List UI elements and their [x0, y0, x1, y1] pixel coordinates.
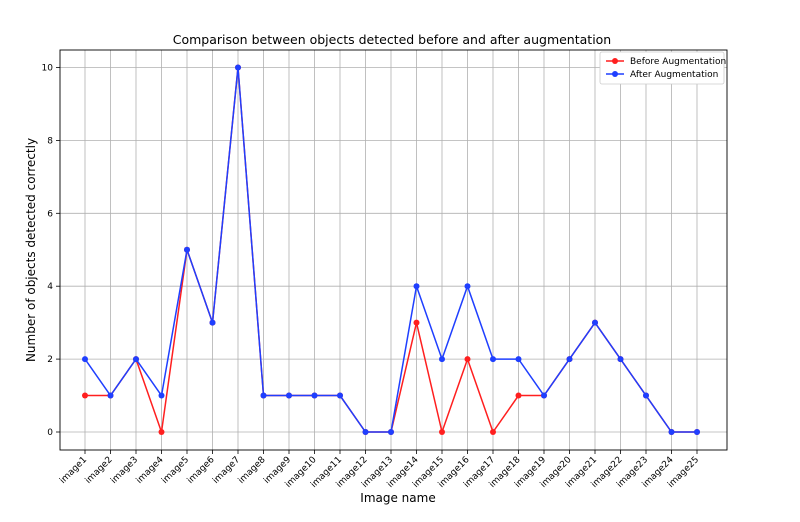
legend-label: After Augmentation [630, 70, 718, 80]
data-point [439, 429, 445, 435]
data-point [260, 392, 267, 399]
x-tick-label: image2 [84, 455, 115, 486]
x-tick-label: image8 [237, 455, 268, 486]
data-point [439, 356, 445, 363]
data-point [107, 392, 114, 399]
data-point [694, 429, 700, 435]
x-axis-label: Image name [360, 491, 435, 505]
data-point [82, 392, 88, 399]
series-group [82, 64, 700, 435]
x-tick-label: image4 [135, 455, 166, 486]
y-tick-label: 8 [47, 136, 53, 146]
axes [59, 49, 728, 451]
data-point [566, 356, 573, 363]
data-point [464, 356, 471, 363]
data-point [209, 319, 216, 326]
data-point [617, 356, 624, 363]
legend-box [599, 51, 725, 85]
y-tick-label: 4 [47, 282, 53, 292]
data-point [490, 356, 496, 363]
data-point [133, 356, 139, 363]
legend-label: Before Augmentation [630, 57, 726, 67]
chart-title: Comparison between objects detected befo… [173, 32, 611, 47]
x-tick-label: image3 [109, 455, 140, 486]
x-tick-label: image6 [186, 455, 217, 486]
data-point [515, 392, 522, 399]
data-point [235, 64, 241, 71]
data-point [643, 392, 649, 399]
series-after-augmentation [82, 64, 700, 435]
x-tick-label: image5 [160, 455, 191, 486]
data-point [311, 392, 318, 399]
data-point [337, 392, 343, 399]
y-tick-label: 2 [47, 355, 53, 365]
data-point [413, 319, 420, 326]
y-tick-label: 6 [47, 209, 53, 219]
data-point [541, 392, 547, 399]
legend-swatch-marker [612, 58, 618, 64]
data-point [464, 283, 471, 290]
x-tick-label: image7 [211, 455, 242, 486]
y-tick-label: 0 [47, 428, 53, 438]
data-point [515, 356, 522, 363]
y-axis-label: Number of objects detected correctly [24, 138, 38, 362]
data-point [490, 429, 496, 435]
legend: Before Augmentation After Augmentation [599, 51, 726, 85]
y-axis-ticks: 0 2 4 6 8 10 [42, 64, 60, 438]
data-point [158, 392, 165, 399]
data-point [286, 392, 292, 399]
plot-frame [59, 49, 728, 451]
data-point [362, 429, 369, 435]
data-point [668, 429, 675, 435]
x-tick-label: image1 [58, 455, 89, 486]
legend-swatch-marker [612, 71, 618, 77]
data-point [82, 356, 88, 363]
x-axis-ticks: image1image2image3image4image5image6imag… [58, 450, 701, 490]
data-point [388, 429, 394, 435]
data-point [158, 429, 165, 435]
y-tick-label: 10 [42, 64, 54, 74]
data-point [592, 319, 598, 326]
data-point [413, 283, 420, 290]
grid [60, 50, 727, 450]
data-point [184, 246, 190, 253]
